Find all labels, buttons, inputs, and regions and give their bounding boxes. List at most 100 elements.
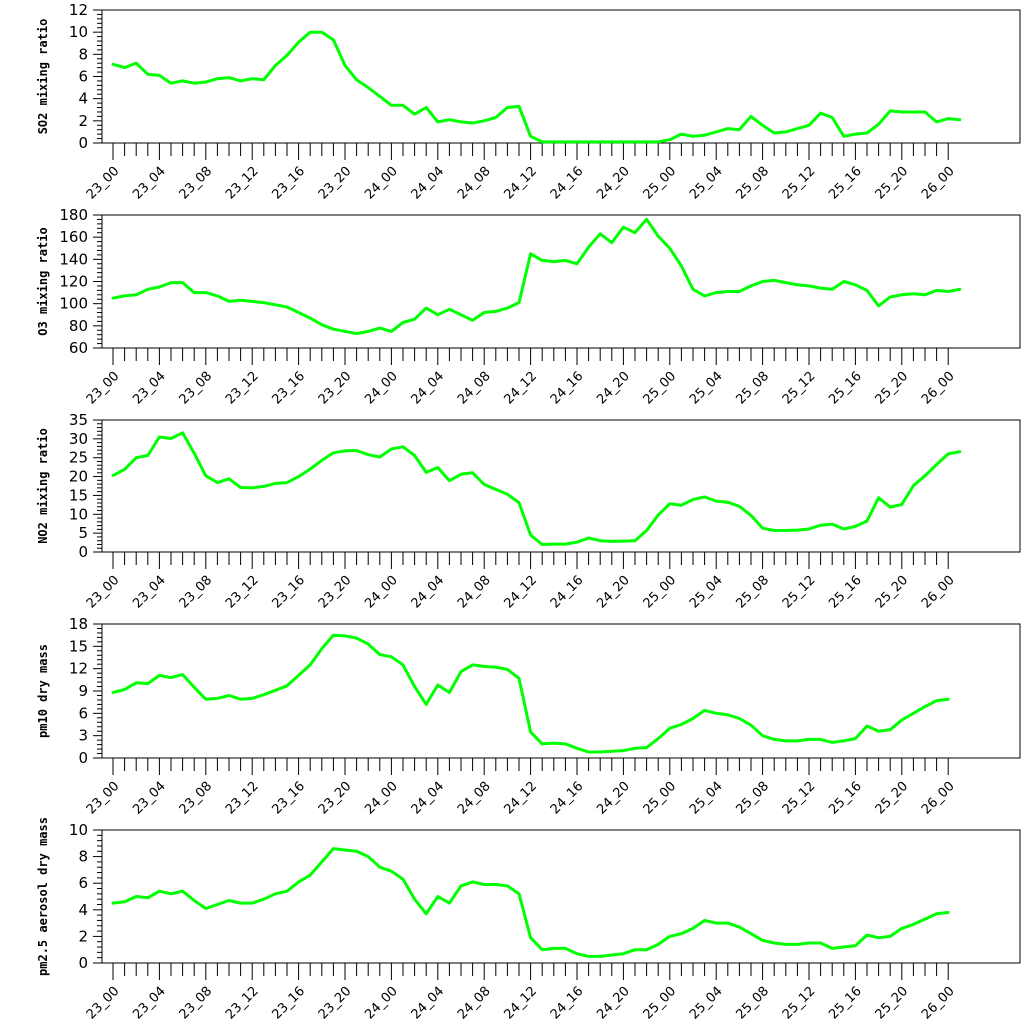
x-tick-label: 26_00 (919, 369, 958, 408)
data-point (576, 541, 579, 544)
y-axis-label: SO2 mixing ratio (36, 19, 50, 135)
data-point (634, 231, 637, 234)
x-tick-label: 24_12 (501, 573, 540, 612)
x-tick-label: 25_20 (873, 164, 912, 203)
data-point (668, 138, 671, 141)
data-point (309, 874, 312, 877)
data-point (332, 38, 335, 41)
data-point (135, 681, 138, 684)
data-point (181, 890, 184, 893)
data-point (889, 935, 892, 938)
data-point (541, 948, 544, 951)
data-point (239, 902, 242, 905)
data-point (146, 288, 149, 291)
data-point (378, 327, 381, 330)
x-tick-label: 23_12 (223, 369, 262, 408)
data-point (460, 884, 463, 887)
data-point (204, 698, 207, 701)
x-tick-label: 24_16 (548, 369, 587, 408)
data-point (274, 64, 277, 67)
data-point (900, 503, 903, 506)
y-tick-label: 120 (59, 273, 88, 291)
data-point (703, 134, 706, 137)
data-point (831, 947, 834, 950)
data-point (773, 132, 776, 135)
data-point (552, 947, 555, 950)
data-point (657, 737, 660, 740)
data-point (216, 294, 219, 297)
data-point (877, 730, 880, 733)
data-point (181, 79, 184, 82)
data-point (228, 694, 231, 697)
data-point (529, 730, 532, 733)
x-tick-label: 23_12 (223, 573, 262, 612)
data-point (448, 479, 451, 482)
data-point (228, 300, 231, 303)
data-point (320, 323, 323, 326)
data-point (773, 279, 776, 282)
data-point (239, 486, 242, 489)
data-point (390, 655, 393, 658)
y-tick-label: 60 (69, 339, 88, 357)
data-point (924, 293, 927, 296)
data-point (842, 739, 845, 742)
data-point (471, 663, 474, 666)
data-point (808, 284, 811, 287)
y-axis: 0 2 4 6 8 10 (69, 821, 102, 972)
data-point (483, 883, 486, 886)
data-point (286, 890, 289, 893)
data-point (506, 668, 509, 671)
x-tick-label: 25_20 (873, 573, 912, 612)
data-point (610, 540, 613, 543)
x-tick-label: 25_08 (733, 984, 772, 1023)
y-tick-label: 0 (78, 543, 88, 561)
plot-frame (101, 214, 1021, 349)
data-point (436, 120, 439, 123)
data-point (657, 235, 660, 238)
data-point (262, 898, 265, 901)
y-tick-label: 0 (78, 954, 88, 972)
data-point (355, 449, 358, 452)
x-tick-label: 25_00 (641, 164, 680, 203)
x-tick-label: 23_12 (223, 779, 262, 818)
data-point (367, 86, 370, 89)
data-points (112, 431, 962, 546)
data-point (135, 62, 138, 65)
data-point (831, 116, 834, 119)
data-point (309, 317, 312, 320)
data-point (668, 727, 671, 730)
data-point (784, 529, 787, 532)
y-tick-label: 3 (78, 727, 88, 745)
data-point (135, 456, 138, 459)
data-point (112, 63, 115, 66)
data-point (564, 543, 567, 546)
data-point (935, 912, 938, 915)
x-tick-label: 24_08 (455, 573, 494, 612)
data-point (332, 328, 335, 331)
data-point (912, 712, 915, 715)
data-point (854, 283, 857, 286)
data-point (309, 468, 312, 471)
x-tick-label: 24_16 (548, 984, 587, 1023)
data-point (726, 127, 729, 130)
data-point (842, 280, 845, 283)
data-point (204, 474, 207, 477)
data-point (842, 946, 845, 949)
data-point (344, 848, 347, 851)
x-tick-label: 24_04 (409, 369, 448, 408)
data-point (715, 500, 718, 503)
data-point (634, 539, 637, 542)
plot-frame (101, 419, 1021, 553)
data-point (784, 281, 787, 284)
x-tick-label: 24_12 (501, 164, 540, 203)
y-axis-label: pm10 dry mass (36, 644, 50, 738)
x-tick-label: 26_00 (919, 573, 958, 612)
data-point (506, 493, 509, 496)
data-point (413, 454, 416, 457)
series-line (111, 30, 962, 144)
data-point (436, 466, 439, 469)
data-point (726, 922, 729, 925)
x-tick-label: 25_08 (733, 779, 772, 818)
data-point (796, 943, 799, 946)
data-point (924, 918, 927, 921)
